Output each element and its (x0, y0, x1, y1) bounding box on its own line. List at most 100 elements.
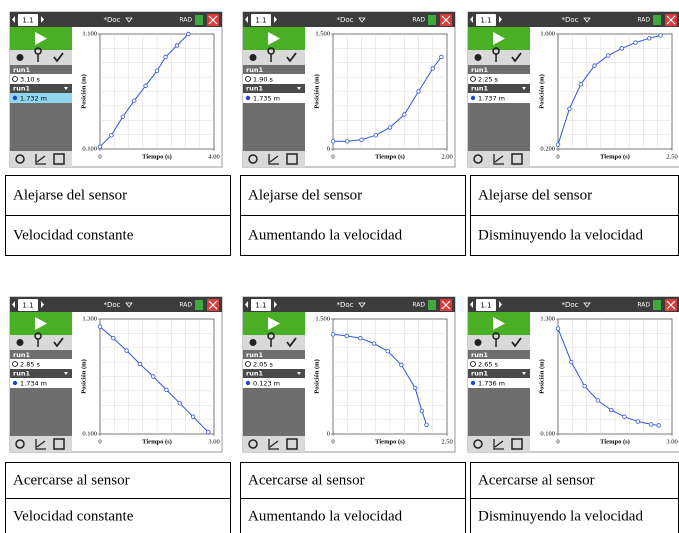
data-point (579, 83, 583, 87)
data-point (165, 388, 169, 392)
run-label: run1 (13, 85, 30, 93)
battery (653, 15, 661, 25)
data-point (420, 409, 424, 413)
data-point (110, 133, 114, 137)
y-tick-label: 1.300 (540, 315, 555, 322)
doc-title: *Doc (103, 16, 120, 24)
data-point (609, 408, 613, 412)
data-point (187, 32, 191, 36)
y-tick-label: 0.100 (540, 430, 555, 437)
data-point (593, 64, 597, 68)
y-axis-label: Posición (m) (538, 74, 545, 108)
battery (428, 300, 436, 310)
data-point (374, 133, 378, 137)
x-tick-label: 2.00 (441, 153, 452, 160)
x-tick-label: 0 (331, 438, 334, 445)
data-point (151, 375, 155, 379)
page: 1.1*DocRADrun13.10 srun11.732 m0.1001.10… (0, 0, 679, 533)
data-point (345, 140, 349, 144)
table-text: Aumentando la velocidad (248, 227, 403, 243)
table-text: Disminuyendo la velocidad (478, 508, 643, 524)
data-point (400, 363, 404, 367)
reading-value: 1.736 m (478, 380, 505, 388)
data-point (121, 115, 125, 119)
data-point (583, 384, 587, 388)
run-label: run1 (246, 85, 263, 93)
tab-label: 1.1 (22, 17, 33, 25)
data-point (164, 55, 168, 59)
run-label: run1 (471, 66, 488, 74)
run-label: run1 (471, 85, 488, 93)
run-label: run1 (471, 351, 488, 359)
data-point (647, 37, 651, 41)
settings-icon (250, 339, 257, 346)
time-value: 2.25 s (478, 76, 499, 84)
caption-table: Acercarse al sensorAumentando la velocid… (241, 463, 466, 533)
table-text: Alejarse del sensor (248, 187, 362, 203)
data-point (178, 402, 182, 406)
doc-title: *Doc (561, 16, 578, 24)
data-point (623, 415, 627, 419)
data-point (144, 84, 148, 88)
data-point (98, 325, 102, 329)
y-tick-label: 1.300 (82, 315, 97, 322)
data-point (155, 69, 159, 73)
reading-value: 0.123 m (253, 380, 280, 388)
data-point (649, 423, 653, 427)
data-point (359, 336, 363, 340)
data-point (175, 44, 179, 48)
caption-table: Alejarse del sensor Aumentando la velocid… (241, 176, 466, 256)
time-value: 2.05 s (253, 361, 274, 369)
tab-label: 1.1 (480, 17, 491, 25)
battery (195, 15, 203, 25)
table-text: Aumentando la velocidad (248, 508, 403, 524)
x-axis-label: Tiempo (s) (600, 153, 630, 160)
data-point (402, 113, 406, 117)
time-value: 2.85 s (20, 361, 41, 369)
tab-label: 1.1 (22, 302, 33, 310)
mode: RAD (637, 302, 650, 309)
data-point (138, 362, 142, 366)
data-point (634, 41, 638, 45)
table-text: Alejarse del sensor (13, 187, 127, 203)
table-text: Acercarse al sensor (478, 472, 595, 488)
x-tick-label: 3.00 (208, 438, 219, 445)
data-point (360, 138, 364, 142)
caption-table: Alejarse del sensorDisminuyendo la veloc… (471, 176, 679, 256)
x-tick-label: 0 (98, 153, 101, 160)
y-tick-label: 0.200 (540, 145, 555, 152)
x-tick-label: 3.00 (666, 438, 677, 445)
data-point (413, 386, 417, 390)
doc-title: *Doc (561, 301, 578, 309)
data-point (620, 47, 624, 51)
data-point (606, 54, 610, 58)
mode: RAD (179, 302, 192, 309)
data-point (596, 399, 600, 403)
doc-title: *Doc (336, 16, 353, 24)
tab-label: 1.1 (255, 17, 266, 25)
screenshot: 1.1*DocRADrun12.25 srun11.737 m0.2001.00… (468, 12, 679, 167)
battery (195, 300, 203, 310)
time-value: 2.65 s (478, 361, 499, 369)
series-dot (246, 96, 250, 100)
settings-icon (475, 54, 482, 61)
data-point (191, 415, 195, 419)
mode: RAD (412, 302, 425, 309)
data-point (331, 333, 335, 337)
data-point (98, 145, 102, 149)
reading-value: 1.732 m (20, 95, 47, 103)
data-point (556, 143, 560, 147)
data-point (372, 342, 376, 346)
settings-icon (17, 339, 24, 346)
y-tick-label: 1.500 (315, 30, 330, 37)
series-dot (471, 96, 475, 100)
y-tick-label: 0.100 (82, 145, 97, 152)
y-tick-label: 1.100 (82, 30, 97, 37)
settings-icon (17, 54, 24, 61)
y-tick-label: 1.000 (540, 30, 555, 37)
data-point (636, 420, 640, 424)
series-dot (246, 381, 250, 385)
data-point (657, 424, 661, 428)
